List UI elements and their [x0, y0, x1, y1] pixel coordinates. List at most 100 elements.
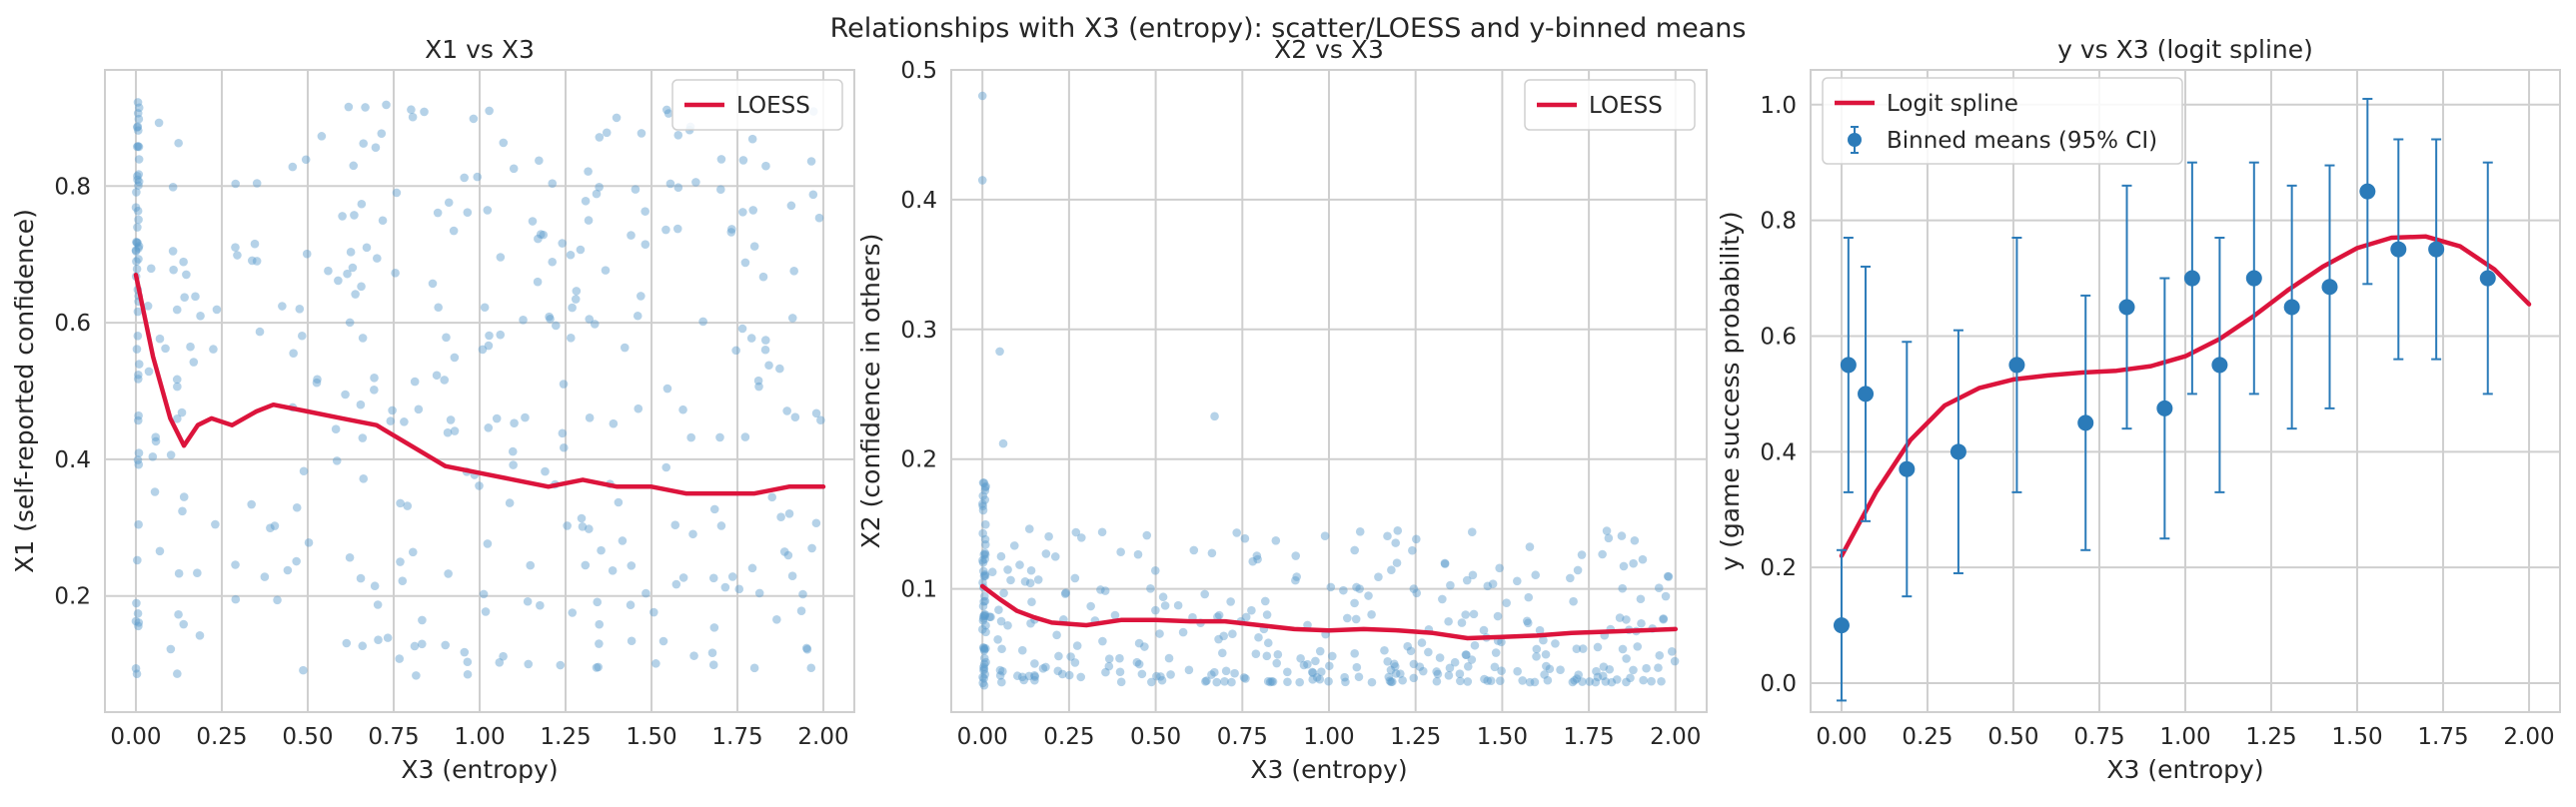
scatter-point: [144, 367, 154, 377]
scatter-point: [134, 177, 144, 187]
scatter-point: [377, 129, 387, 138]
scatter-point: [979, 550, 989, 559]
scatter-point: [441, 640, 451, 650]
scatter-point: [1210, 411, 1219, 421]
scatter-point: [345, 318, 355, 328]
scatter-point: [1513, 666, 1522, 676]
scatter-point: [133, 307, 143, 317]
scatter-point: [979, 680, 989, 690]
scatter-point: [1030, 675, 1039, 685]
x-axis-label: X3 (entropy): [1250, 755, 1407, 784]
scatter-point: [1592, 666, 1601, 676]
scatter-point: [980, 549, 990, 559]
binned-mean-point: [2321, 279, 2338, 296]
scatter-point: [133, 375, 143, 384]
scatter-point: [979, 643, 989, 653]
scatter-point: [980, 485, 990, 495]
scatter-point: [196, 311, 205, 321]
scatter-point: [1612, 675, 1622, 684]
scatter-point: [483, 539, 493, 548]
scatter-point: [1667, 647, 1677, 656]
scatter-point: [1308, 667, 1317, 677]
scatter-point: [980, 539, 990, 549]
scatter-point: [417, 639, 427, 649]
scatter-point: [434, 303, 443, 313]
scatter-point: [391, 269, 400, 278]
scatter-point: [563, 521, 572, 530]
scatter-point: [132, 345, 142, 354]
x-tick-label: 0.25: [196, 724, 247, 750]
scatter-point: [571, 295, 581, 304]
scatter-point: [689, 651, 698, 660]
scatter-point: [1157, 675, 1167, 685]
scatter-point: [155, 546, 165, 556]
scatter-point: [627, 636, 637, 646]
scatter-point: [1327, 651, 1337, 661]
scatter-point: [1367, 677, 1377, 687]
scatter-point: [627, 231, 636, 240]
x-axis-label: X3 (entropy): [2106, 755, 2263, 784]
scatter-point: [1320, 531, 1330, 540]
scatter-point: [312, 378, 322, 388]
scatter-point: [1343, 613, 1352, 623]
scatter-point: [802, 644, 812, 654]
scatter-point: [400, 417, 409, 426]
scatter-point: [1291, 551, 1301, 560]
scatter-point: [1115, 653, 1124, 663]
scatter-point: [349, 161, 359, 171]
y-tick-label: 1.0: [1760, 93, 1797, 119]
scatter-point: [978, 501, 987, 511]
scatter-point: [1132, 657, 1142, 667]
x-tick-label: 0.25: [1043, 724, 1094, 750]
scatter-point: [661, 105, 671, 115]
y-tick-label: 0.2: [1760, 555, 1797, 581]
x-tick-label: 1.75: [1563, 724, 1614, 750]
scatter-point: [247, 256, 257, 266]
x-tick-label: 0.00: [110, 724, 161, 750]
scatter-point: [332, 456, 342, 465]
scatter-point: [1403, 641, 1412, 651]
scatter-point: [985, 612, 994, 622]
scatter-point: [979, 645, 989, 655]
scatter-point: [131, 203, 141, 213]
scatter-point: [1041, 662, 1050, 672]
panel-2: 0.00 0.25 0.50 0.75 1.00 1.25 1.50 1.75 2.00 0.1 0…: [856, 35, 1708, 784]
scatter-point: [1219, 631, 1228, 641]
scatter-point: [747, 134, 757, 144]
legend-swatch-point: [1848, 133, 1862, 147]
scatter-point: [673, 183, 683, 193]
scatter-point: [612, 113, 622, 123]
scatter-point: [782, 406, 791, 415]
scatter-point: [463, 657, 473, 667]
scatter-point: [1390, 662, 1400, 671]
scatter-point: [595, 183, 604, 192]
scatter-point: [1110, 610, 1120, 620]
scatter-point: [133, 175, 142, 185]
y-tick-label: 0.1: [900, 577, 937, 603]
scatter-point: [1251, 649, 1261, 658]
scatter-point: [519, 316, 528, 325]
scatter-point: [1532, 652, 1541, 661]
scatter-point: [1283, 667, 1292, 677]
scatter-point: [1133, 549, 1143, 559]
scatter-point: [1054, 651, 1063, 661]
scatter-point: [1495, 563, 1504, 573]
scatter-point: [1352, 662, 1362, 672]
scatter-point: [1664, 572, 1674, 581]
scatter-point: [665, 179, 675, 189]
scatter-point: [1424, 647, 1433, 657]
scatter-point: [1341, 677, 1350, 687]
scatter-point: [412, 671, 421, 680]
scatter-point: [338, 212, 347, 221]
scatter-point: [1661, 591, 1671, 601]
scatter-point: [1060, 589, 1070, 598]
scatter-point: [133, 206, 143, 216]
scatter-point: [1493, 611, 1503, 621]
x-tick-label: 1.75: [2417, 724, 2468, 750]
scatter-point: [767, 492, 777, 502]
scatter-point: [1578, 644, 1588, 653]
binned-mean-point: [1840, 357, 1857, 374]
scatter-point: [1351, 614, 1361, 624]
panel-title: X2 vs X3: [1274, 35, 1384, 64]
scatter-point: [449, 226, 459, 236]
